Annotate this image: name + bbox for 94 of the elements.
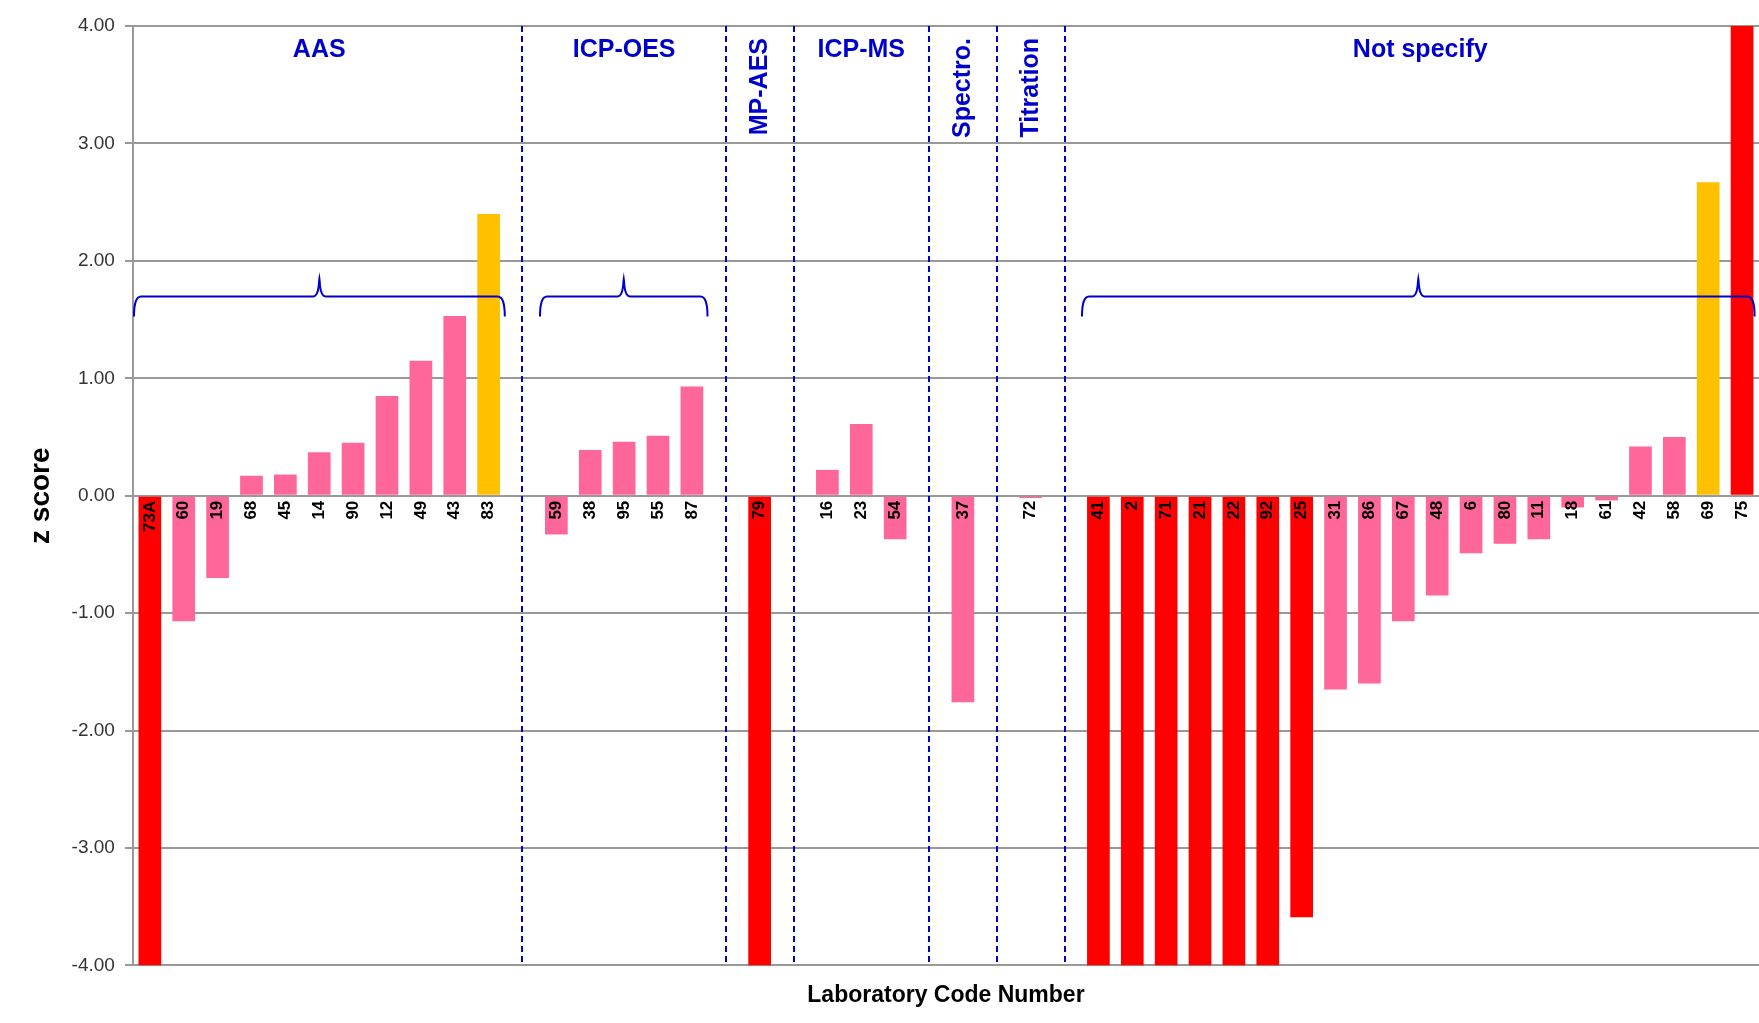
- bar: [680, 386, 704, 495]
- bar: [1425, 496, 1449, 596]
- bar: [816, 469, 839, 495]
- x-tick-label: 12: [376, 500, 396, 520]
- x-tick-label: 42: [1630, 500, 1650, 520]
- x-tick-label: 86: [1359, 500, 1379, 520]
- bar: [409, 360, 433, 495]
- x-tick-label: 37: [952, 500, 972, 520]
- x-tick-label: 48: [1426, 500, 1446, 520]
- bar: [1256, 496, 1280, 966]
- bar: [849, 424, 873, 495]
- bar: [1087, 496, 1110, 966]
- bar: [1391, 496, 1415, 622]
- annotation: Titration: [1014, 38, 1043, 138]
- annotation: ICP-OES: [572, 34, 676, 63]
- x-tick-label: 95: [613, 500, 633, 520]
- bar: [1629, 446, 1652, 495]
- x-tick-label: 43: [444, 500, 464, 520]
- y-tick-label: 4.00: [77, 14, 115, 36]
- y-tick-label: -3.00: [71, 836, 115, 858]
- x-tick-label: 22: [1223, 500, 1243, 520]
- y-tick-label: -4.00: [71, 953, 115, 975]
- x-tick-label: 71: [1155, 500, 1175, 520]
- bar: [443, 316, 467, 495]
- annotation: MP-AES: [743, 38, 772, 136]
- bar: [1222, 496, 1246, 966]
- x-tick-label: 54: [884, 500, 904, 520]
- x-tick-label: 31: [1325, 500, 1345, 520]
- bar: [375, 395, 399, 495]
- y-tick-label: 1.00: [77, 366, 115, 388]
- x-tick-label: 49: [410, 500, 430, 520]
- x-tick-label: 55: [647, 500, 667, 520]
- x-tick-label: 69: [1697, 500, 1717, 520]
- x-tick-label: 87: [681, 500, 701, 520]
- x-tick-label: 14: [308, 500, 328, 520]
- x-tick-label: 11: [1528, 500, 1548, 519]
- x-tick-label: 61: [1596, 500, 1616, 520]
- x-tick-label: 18: [1562, 500, 1582, 520]
- bar: [578, 449, 602, 495]
- annotation: Spectro.: [946, 38, 975, 139]
- bar: [1358, 496, 1381, 684]
- bar: [1730, 26, 1754, 495]
- x-tick-label: 41: [1088, 500, 1108, 520]
- x-tick-label: 79: [749, 500, 769, 520]
- x-tick-label: 59: [546, 500, 566, 520]
- x-tick-label: 80: [1494, 500, 1514, 520]
- bar: [646, 435, 670, 495]
- x-tick-label: 19: [207, 500, 227, 520]
- bar: [1662, 436, 1686, 495]
- bar: [274, 474, 297, 495]
- bar: [172, 496, 196, 622]
- x-tick-label: 92: [1257, 500, 1277, 520]
- x-tick-label: 60: [173, 500, 193, 520]
- x-tick-label: 21: [1189, 500, 1209, 520]
- y-tick-label: 3.00: [77, 131, 115, 153]
- x-tick-label: 6: [1460, 500, 1480, 511]
- y-tick-label: -1.00: [71, 601, 115, 623]
- y-axis-title: z score: [23, 447, 55, 544]
- bar: [951, 496, 975, 703]
- bar: [206, 496, 229, 578]
- y-tick-label: 2.00: [77, 249, 115, 271]
- x-tick-label: 75: [1731, 500, 1751, 520]
- x-tick-label: 25: [1291, 500, 1311, 520]
- x-axis-title: Laboratory Code Number: [807, 980, 1085, 1007]
- bar: [341, 442, 365, 495]
- bar: [307, 452, 331, 495]
- annotation: Not specify: [1352, 34, 1488, 63]
- x-tick-label: 72: [1020, 500, 1040, 520]
- bar: [1120, 496, 1144, 966]
- bar: [477, 213, 500, 495]
- y-tick-label: -2.00: [71, 718, 115, 740]
- x-tick-label: 16: [817, 500, 837, 520]
- bar: [748, 496, 771, 966]
- x-tick-label: 45: [275, 500, 295, 520]
- x-tick-label: 73A: [139, 500, 159, 532]
- bar: [1290, 496, 1314, 918]
- x-tick-label: 68: [241, 500, 261, 520]
- bar: [1696, 182, 1720, 495]
- x-tick-label: 90: [342, 500, 362, 520]
- x-tick-label: 2: [1121, 500, 1141, 511]
- bar: [138, 496, 162, 966]
- annotation: AAS: [292, 34, 346, 63]
- y-tick-label: 0.00: [77, 483, 115, 505]
- bar: [612, 441, 636, 495]
- x-tick-label: 23: [850, 500, 870, 520]
- x-tick-label: 83: [478, 500, 498, 520]
- bar: [1324, 496, 1347, 690]
- x-tick-label: 58: [1664, 500, 1683, 520]
- bar: [1154, 496, 1178, 966]
- bar: [240, 475, 263, 495]
- x-tick-label: 38: [579, 500, 599, 520]
- bar: [1188, 496, 1212, 966]
- x-tick-label: 67: [1392, 500, 1412, 520]
- annotation: ICP-MS: [817, 34, 906, 63]
